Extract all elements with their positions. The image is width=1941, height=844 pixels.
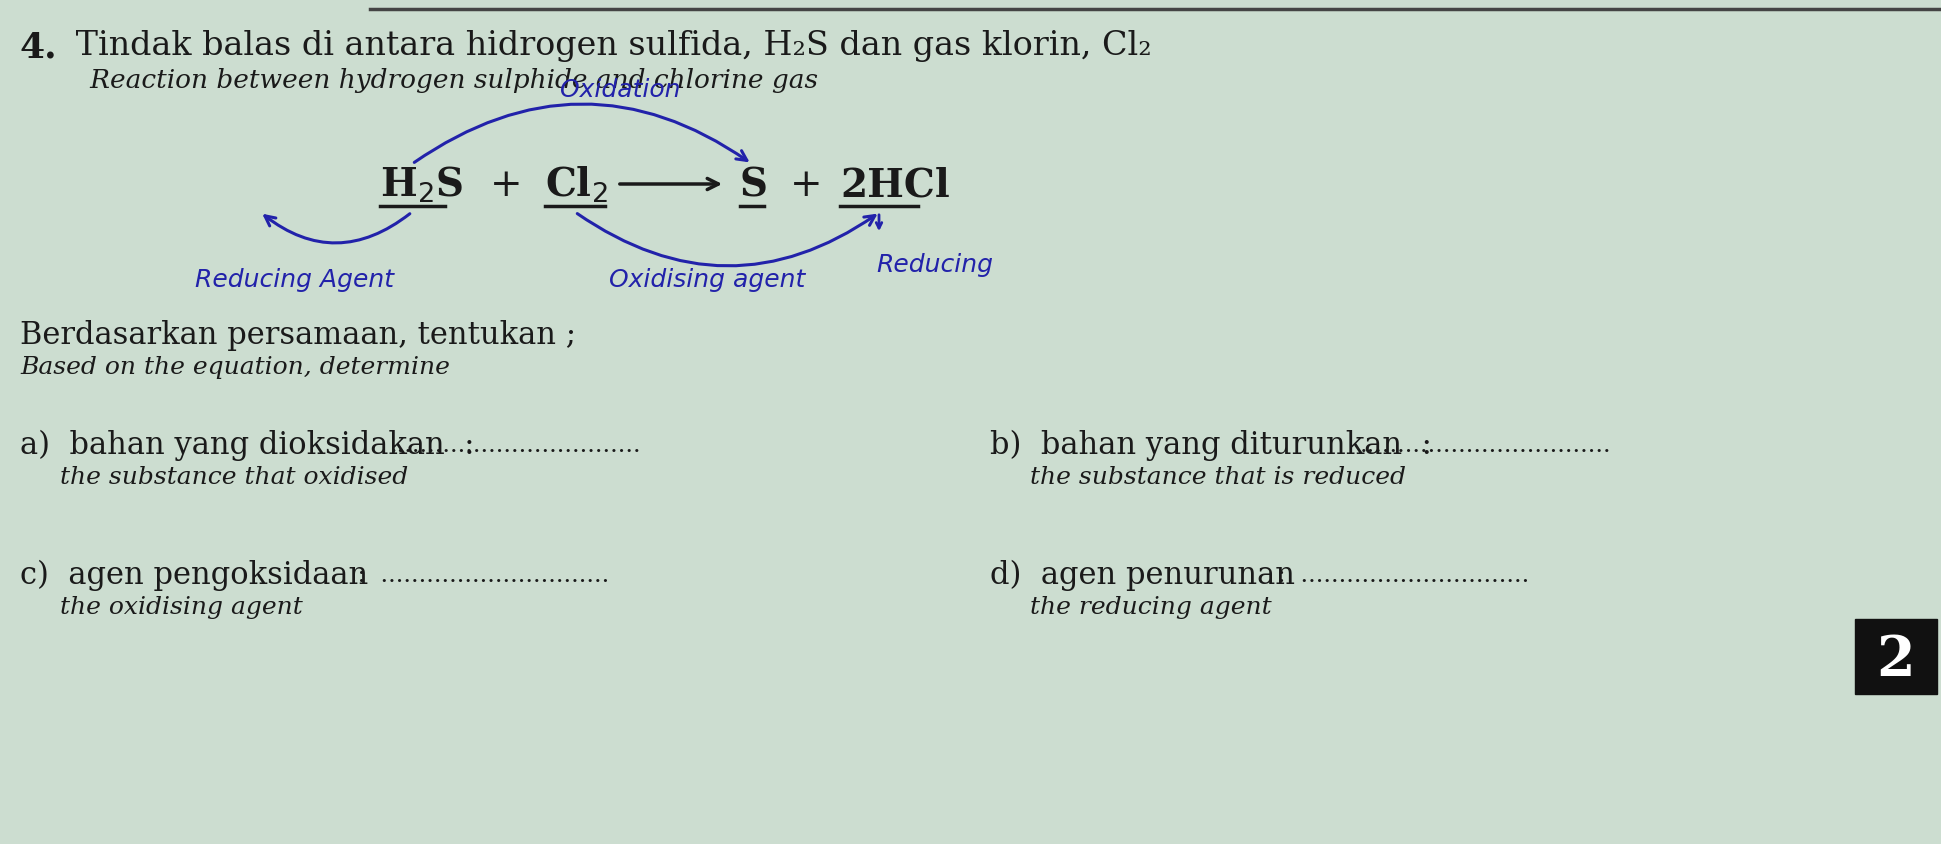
Text: b)  bahan yang diturunkan  :: b) bahan yang diturunkan : (990, 430, 1432, 461)
Text: .................................: ................................. (390, 434, 642, 457)
FancyBboxPatch shape (1856, 619, 1937, 694)
Text: :  ..............................: : .............................. (1209, 563, 1530, 587)
Text: S: S (740, 165, 769, 203)
Text: +: + (489, 166, 522, 203)
Text: :  ..............................: : .............................. (289, 563, 609, 587)
Text: .................................: ................................. (1361, 434, 1611, 457)
Text: +: + (790, 166, 823, 203)
FancyArrowPatch shape (413, 105, 747, 163)
FancyArrowPatch shape (264, 214, 410, 244)
Text: c)  agen pengoksidaan: c) agen pengoksidaan (19, 560, 369, 591)
Text: Reducing: Reducing (877, 252, 994, 277)
Text: Tindak balas di antara hidrogen sulfida, H₂S dan gas klorin, Cl₂: Tindak balas di antara hidrogen sulfida,… (64, 30, 1151, 62)
Text: 4.: 4. (19, 30, 58, 64)
Text: d)  agen penurunan: d) agen penurunan (990, 560, 1295, 591)
Text: Oxidation: Oxidation (559, 78, 679, 102)
Text: the oxidising agent: the oxidising agent (19, 595, 303, 619)
Text: the substance that oxidised: the substance that oxidised (19, 465, 408, 489)
Text: H$_2$S: H$_2$S (380, 165, 464, 205)
FancyArrowPatch shape (576, 214, 875, 267)
Text: Cl$_2$: Cl$_2$ (545, 165, 608, 205)
Text: 2HCl: 2HCl (840, 165, 949, 203)
Text: a)  bahan yang dioksidakan  :: a) bahan yang dioksidakan : (19, 430, 474, 461)
Text: Reducing Agent: Reducing Agent (196, 268, 394, 292)
Text: the substance that is reduced: the substance that is reduced (990, 465, 1405, 489)
Text: Oxidising agent: Oxidising agent (609, 268, 806, 292)
Text: Berdasarkan persamaan, tentukan ;: Berdasarkan persamaan, tentukan ; (19, 320, 576, 350)
Text: Based on the equation, determine: Based on the equation, determine (19, 355, 450, 379)
Text: 2: 2 (1877, 632, 1916, 687)
Text: the reducing agent: the reducing agent (990, 595, 1271, 619)
Text: Reaction between hydrogen sulphide and chlorine gas: Reaction between hydrogen sulphide and c… (64, 68, 817, 93)
